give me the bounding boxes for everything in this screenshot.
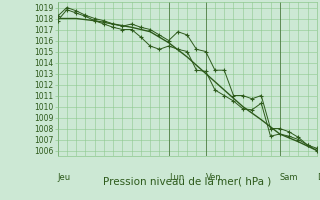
Text: Ven: Ven: [206, 173, 221, 182]
X-axis label: Pression niveau de la mer( hPa ): Pression niveau de la mer( hPa ): [103, 177, 271, 187]
Text: Dim: Dim: [317, 173, 320, 182]
Text: Jeu: Jeu: [58, 173, 71, 182]
Text: Sam: Sam: [280, 173, 298, 182]
Text: Lun: Lun: [169, 173, 184, 182]
